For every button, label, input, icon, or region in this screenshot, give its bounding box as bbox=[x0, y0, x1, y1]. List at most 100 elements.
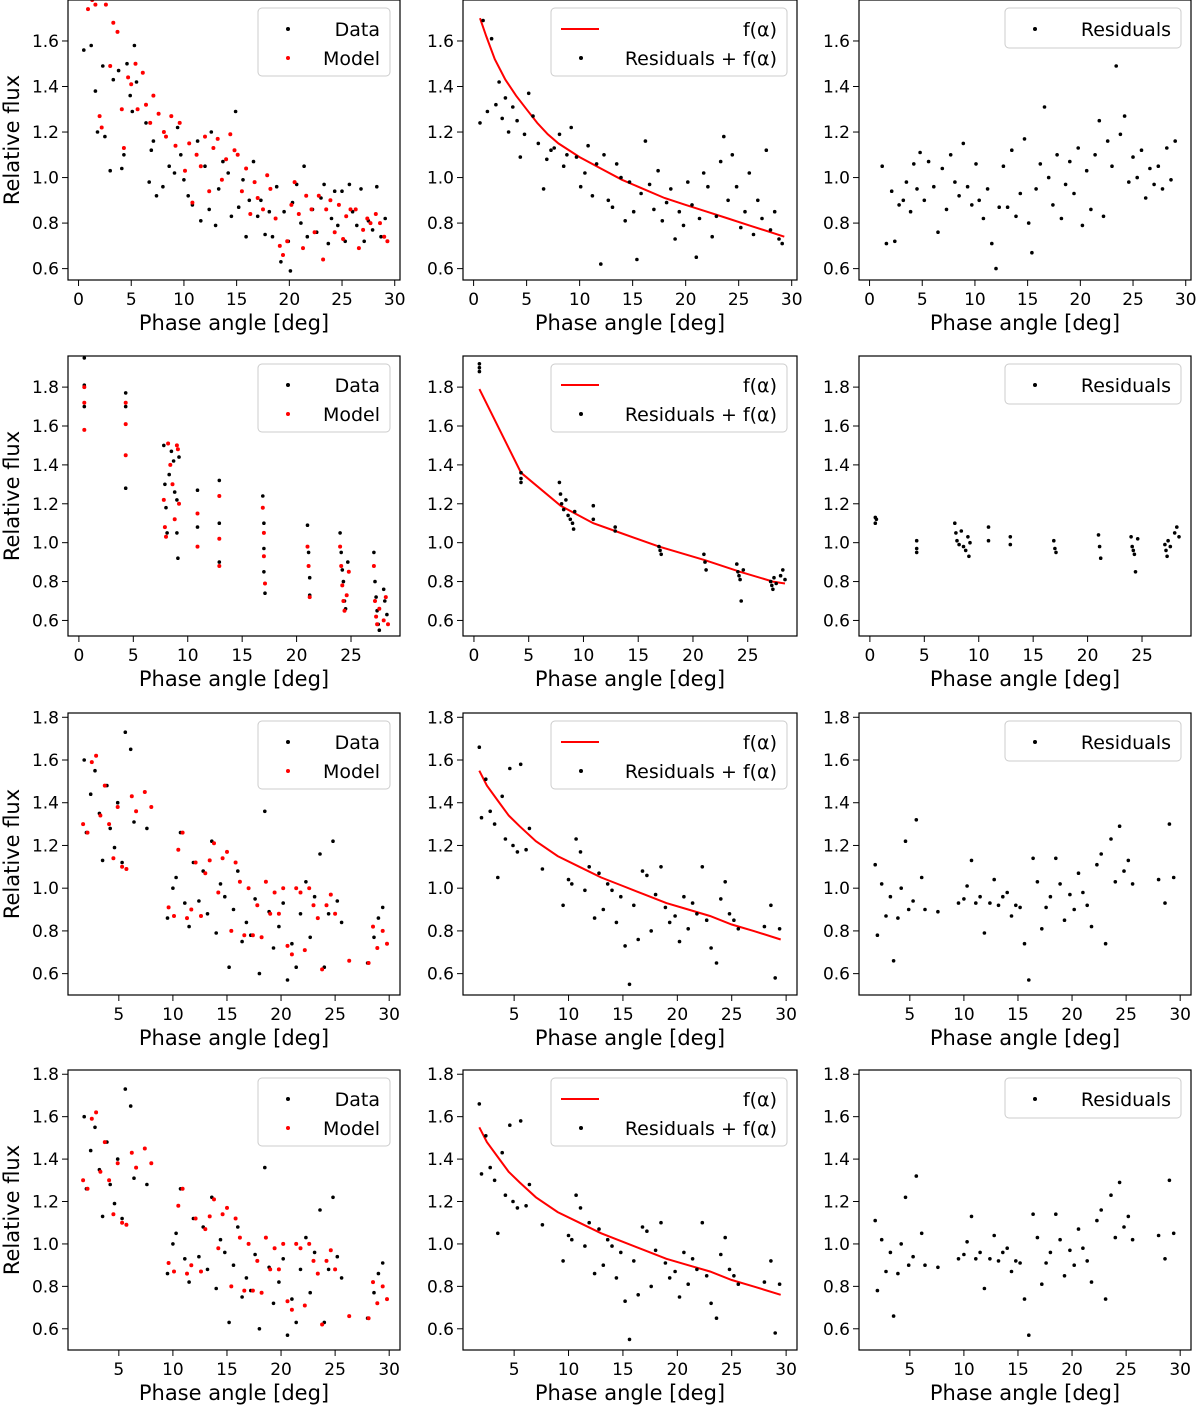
plot-area bbox=[873, 515, 1181, 574]
data-point bbox=[373, 579, 377, 584]
model-point bbox=[180, 1186, 185, 1191]
data-point bbox=[1010, 148, 1014, 152]
model-point bbox=[215, 136, 220, 141]
data-point bbox=[884, 914, 888, 918]
data-point bbox=[223, 894, 227, 899]
model-point bbox=[371, 1280, 375, 1285]
data-point bbox=[1035, 880, 1040, 884]
data-point bbox=[645, 1229, 649, 1233]
data-point bbox=[747, 171, 752, 175]
x-tick-label: 25 bbox=[1115, 1360, 1137, 1380]
data-point bbox=[1042, 105, 1047, 109]
axes-frame bbox=[462, 355, 798, 637]
panel-r1-c2: 0 5 10 15 20 25 0.6 0.8 1.0 1.2 1.4 1.6 1.8 Phase ang… bbox=[823, 355, 1192, 691]
data-point bbox=[736, 570, 740, 574]
data-point bbox=[695, 912, 699, 916]
data-point bbox=[294, 1320, 299, 1325]
data-point bbox=[1040, 927, 1044, 931]
data-point bbox=[723, 1235, 727, 1240]
data-point bbox=[375, 184, 379, 189]
data-point bbox=[549, 148, 553, 152]
legend-dot-marker bbox=[579, 56, 583, 60]
data-point bbox=[879, 1237, 884, 1242]
data-point bbox=[990, 241, 994, 246]
data-point bbox=[519, 476, 523, 481]
data-point bbox=[781, 568, 785, 572]
y-tick-label: 1.2 bbox=[823, 123, 850, 143]
model-point bbox=[347, 1314, 352, 1319]
model-point bbox=[294, 886, 299, 891]
data-point bbox=[305, 523, 310, 527]
data-point bbox=[197, 899, 201, 903]
data-point bbox=[290, 941, 294, 946]
data-point bbox=[1135, 175, 1139, 180]
data-point bbox=[677, 1295, 682, 1299]
data-point bbox=[1034, 187, 1038, 191]
model-point bbox=[103, 2, 108, 7]
data-point bbox=[771, 587, 775, 592]
data-point bbox=[959, 529, 964, 533]
data-point bbox=[953, 521, 957, 525]
data-point bbox=[663, 1261, 668, 1265]
data-point bbox=[359, 187, 363, 191]
data-point bbox=[147, 180, 151, 184]
data-point bbox=[570, 882, 574, 886]
data-point bbox=[263, 232, 267, 237]
model-point bbox=[135, 107, 140, 112]
data-point bbox=[727, 912, 732, 916]
data-point bbox=[484, 777, 488, 781]
data-point bbox=[545, 157, 549, 162]
data-point bbox=[623, 219, 627, 223]
y-tick-label: 0.8 bbox=[427, 573, 454, 593]
data-point bbox=[627, 180, 632, 184]
model-point bbox=[263, 1235, 268, 1240]
legend-box bbox=[550, 1077, 788, 1147]
axes-frame bbox=[67, 712, 401, 996]
data-point bbox=[969, 858, 974, 863]
model-point bbox=[276, 911, 281, 916]
data-point bbox=[568, 517, 573, 522]
model-point bbox=[203, 871, 208, 876]
data-point bbox=[888, 1250, 893, 1255]
data-point bbox=[1163, 901, 1167, 905]
model-point bbox=[199, 1269, 203, 1274]
model-point bbox=[309, 207, 314, 212]
data-point bbox=[627, 982, 632, 987]
data-point bbox=[777, 237, 781, 241]
data-point bbox=[1063, 182, 1068, 187]
x-tick-label: 20 bbox=[1070, 290, 1092, 310]
legend-dot-marker bbox=[1033, 27, 1037, 31]
data-point bbox=[187, 924, 191, 929]
x-tick-label: 30 bbox=[378, 1005, 400, 1025]
model-point bbox=[289, 952, 294, 957]
x-tick-label: 0 bbox=[864, 290, 875, 310]
x-tick-label: 10 bbox=[953, 1360, 975, 1380]
data-point bbox=[985, 187, 990, 191]
data-point bbox=[182, 178, 186, 182]
data-point bbox=[559, 502, 564, 506]
data-point bbox=[1156, 164, 1161, 168]
data-point bbox=[1113, 1235, 1118, 1240]
legend-dot-marker bbox=[286, 769, 290, 773]
data-point bbox=[962, 1252, 966, 1257]
data-point bbox=[1072, 1263, 1076, 1267]
data-point bbox=[613, 525, 617, 529]
data-point bbox=[663, 905, 668, 910]
y-tick-label: 1.6 bbox=[823, 751, 850, 771]
data-point bbox=[592, 916, 597, 920]
data-point bbox=[183, 901, 187, 905]
data-point bbox=[739, 225, 743, 230]
model-point bbox=[142, 790, 147, 794]
data-point bbox=[956, 901, 961, 905]
model-point bbox=[285, 1299, 290, 1304]
data-point bbox=[312, 894, 317, 899]
y-tick-label: 1.2 bbox=[32, 1193, 59, 1213]
data-point bbox=[240, 1295, 244, 1299]
data-point bbox=[151, 139, 156, 143]
model-point bbox=[307, 886, 312, 891]
model-point bbox=[149, 1161, 154, 1166]
plot-area bbox=[873, 818, 1176, 982]
data-point bbox=[1131, 548, 1136, 553]
y-tick-label: 0.6 bbox=[427, 965, 454, 985]
model-point bbox=[281, 886, 286, 891]
